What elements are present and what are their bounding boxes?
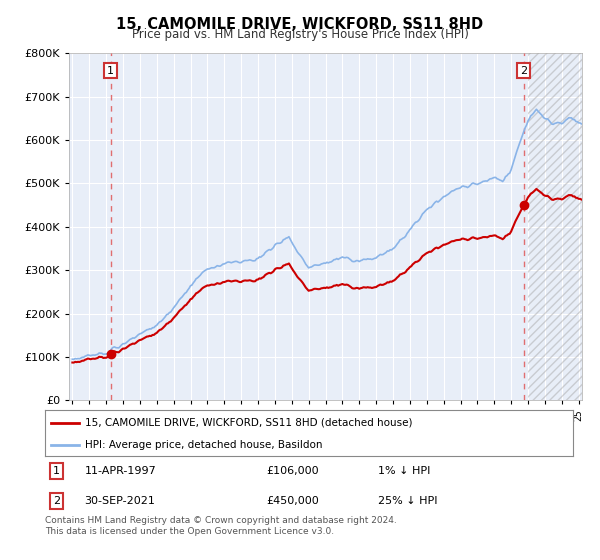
- Text: 1: 1: [107, 66, 114, 76]
- Text: Contains HM Land Registry data © Crown copyright and database right 2024.
This d: Contains HM Land Registry data © Crown c…: [45, 516, 397, 536]
- Text: HPI: Average price, detached house, Basildon: HPI: Average price, detached house, Basi…: [85, 440, 322, 450]
- Bar: [528, 53, 587, 400]
- Text: 1: 1: [53, 466, 60, 476]
- Text: 1% ↓ HPI: 1% ↓ HPI: [377, 466, 430, 476]
- Text: 11-APR-1997: 11-APR-1997: [85, 466, 157, 476]
- Text: 2: 2: [53, 496, 60, 506]
- Text: 15, CAMOMILE DRIVE, WICKFORD, SS11 8HD (detached house): 15, CAMOMILE DRIVE, WICKFORD, SS11 8HD (…: [85, 418, 412, 428]
- Text: 30-SEP-2021: 30-SEP-2021: [85, 496, 155, 506]
- Text: 25% ↓ HPI: 25% ↓ HPI: [377, 496, 437, 506]
- Bar: [528, 53, 587, 400]
- Text: 2: 2: [520, 66, 527, 76]
- Text: Price paid vs. HM Land Registry's House Price Index (HPI): Price paid vs. HM Land Registry's House …: [131, 28, 469, 41]
- Text: £106,000: £106,000: [267, 466, 319, 476]
- Text: 15, CAMOMILE DRIVE, WICKFORD, SS11 8HD: 15, CAMOMILE DRIVE, WICKFORD, SS11 8HD: [116, 17, 484, 32]
- Text: £450,000: £450,000: [267, 496, 320, 506]
